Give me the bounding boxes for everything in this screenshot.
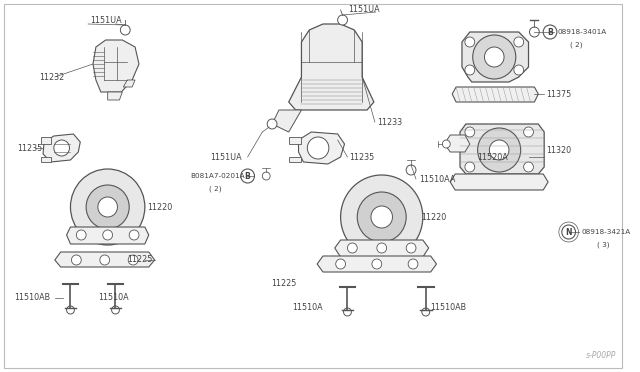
Text: 1151UA: 1151UA bbox=[348, 4, 380, 13]
Text: 08918-3401A: 08918-3401A bbox=[558, 29, 607, 35]
Text: 11375: 11375 bbox=[546, 90, 572, 99]
Polygon shape bbox=[289, 157, 301, 162]
Text: 1151UA: 1151UA bbox=[90, 16, 122, 25]
Text: 11510AB: 11510AB bbox=[431, 304, 467, 312]
Circle shape bbox=[67, 306, 74, 314]
Polygon shape bbox=[335, 240, 429, 257]
Circle shape bbox=[442, 140, 450, 148]
Text: 11232: 11232 bbox=[39, 73, 65, 81]
Text: 11233: 11233 bbox=[377, 118, 402, 126]
Circle shape bbox=[98, 197, 118, 217]
Polygon shape bbox=[289, 24, 374, 110]
Text: 11510A: 11510A bbox=[292, 304, 323, 312]
Circle shape bbox=[477, 128, 521, 172]
Polygon shape bbox=[452, 87, 538, 102]
Circle shape bbox=[529, 27, 540, 37]
Circle shape bbox=[103, 230, 113, 240]
Text: 11225: 11225 bbox=[127, 256, 152, 264]
Circle shape bbox=[241, 169, 255, 183]
Circle shape bbox=[72, 255, 81, 265]
Text: N: N bbox=[565, 228, 572, 237]
Circle shape bbox=[473, 35, 516, 79]
Text: B: B bbox=[547, 28, 553, 36]
Circle shape bbox=[262, 172, 270, 180]
Text: B081A7-0201A: B081A7-0201A bbox=[190, 173, 244, 179]
Polygon shape bbox=[108, 92, 122, 100]
Circle shape bbox=[514, 65, 524, 75]
Circle shape bbox=[490, 140, 509, 160]
Circle shape bbox=[54, 140, 70, 156]
Text: 11510AA: 11510AA bbox=[419, 174, 455, 183]
Polygon shape bbox=[289, 137, 301, 144]
Text: s-P00PP: s-P00PP bbox=[586, 351, 616, 360]
Polygon shape bbox=[450, 174, 548, 190]
Circle shape bbox=[86, 185, 129, 229]
Circle shape bbox=[524, 162, 533, 172]
Polygon shape bbox=[317, 256, 436, 272]
Text: 11235: 11235 bbox=[349, 153, 374, 161]
Circle shape bbox=[484, 47, 504, 67]
Circle shape bbox=[128, 255, 138, 265]
Polygon shape bbox=[298, 132, 344, 164]
Circle shape bbox=[357, 192, 406, 242]
Circle shape bbox=[267, 119, 277, 129]
Circle shape bbox=[100, 255, 109, 265]
Circle shape bbox=[338, 15, 348, 25]
Text: 11235: 11235 bbox=[18, 144, 43, 153]
Polygon shape bbox=[67, 227, 148, 244]
Text: 11220: 11220 bbox=[147, 202, 172, 212]
Text: 11225: 11225 bbox=[271, 279, 296, 289]
Circle shape bbox=[120, 25, 130, 35]
Circle shape bbox=[543, 25, 557, 39]
Circle shape bbox=[348, 243, 357, 253]
Circle shape bbox=[336, 259, 346, 269]
Circle shape bbox=[465, 65, 475, 75]
Circle shape bbox=[377, 243, 387, 253]
Polygon shape bbox=[41, 137, 51, 144]
Text: 11220: 11220 bbox=[421, 212, 446, 221]
Text: 11510A: 11510A bbox=[98, 294, 129, 302]
Polygon shape bbox=[55, 252, 155, 267]
Circle shape bbox=[406, 243, 416, 253]
Polygon shape bbox=[462, 32, 529, 82]
Text: ( 2): ( 2) bbox=[209, 186, 222, 192]
Circle shape bbox=[465, 162, 475, 172]
Circle shape bbox=[406, 165, 416, 175]
Circle shape bbox=[524, 127, 533, 137]
Circle shape bbox=[465, 127, 475, 137]
Circle shape bbox=[514, 37, 524, 47]
Text: 11320: 11320 bbox=[546, 145, 572, 154]
Text: B: B bbox=[244, 171, 250, 180]
Circle shape bbox=[372, 259, 381, 269]
Text: 11520A: 11520A bbox=[477, 153, 508, 161]
Text: 08918-3421A: 08918-3421A bbox=[581, 229, 630, 235]
Circle shape bbox=[340, 175, 423, 259]
Polygon shape bbox=[272, 110, 301, 132]
Circle shape bbox=[408, 259, 418, 269]
Circle shape bbox=[371, 206, 392, 228]
Circle shape bbox=[70, 169, 145, 245]
Circle shape bbox=[76, 230, 86, 240]
Text: 11510AB: 11510AB bbox=[13, 294, 50, 302]
Polygon shape bbox=[41, 157, 51, 162]
Text: 1151UA: 1151UA bbox=[211, 153, 242, 161]
Polygon shape bbox=[444, 135, 470, 152]
Circle shape bbox=[562, 225, 575, 239]
Text: ( 2): ( 2) bbox=[570, 42, 582, 48]
Circle shape bbox=[111, 306, 120, 314]
Text: ( 3): ( 3) bbox=[597, 242, 609, 248]
Circle shape bbox=[307, 137, 329, 159]
Circle shape bbox=[129, 230, 139, 240]
Polygon shape bbox=[93, 40, 139, 92]
Polygon shape bbox=[124, 80, 135, 87]
Polygon shape bbox=[43, 134, 80, 162]
Circle shape bbox=[465, 37, 475, 47]
Circle shape bbox=[422, 308, 429, 316]
Circle shape bbox=[344, 308, 351, 316]
Polygon shape bbox=[460, 124, 544, 174]
